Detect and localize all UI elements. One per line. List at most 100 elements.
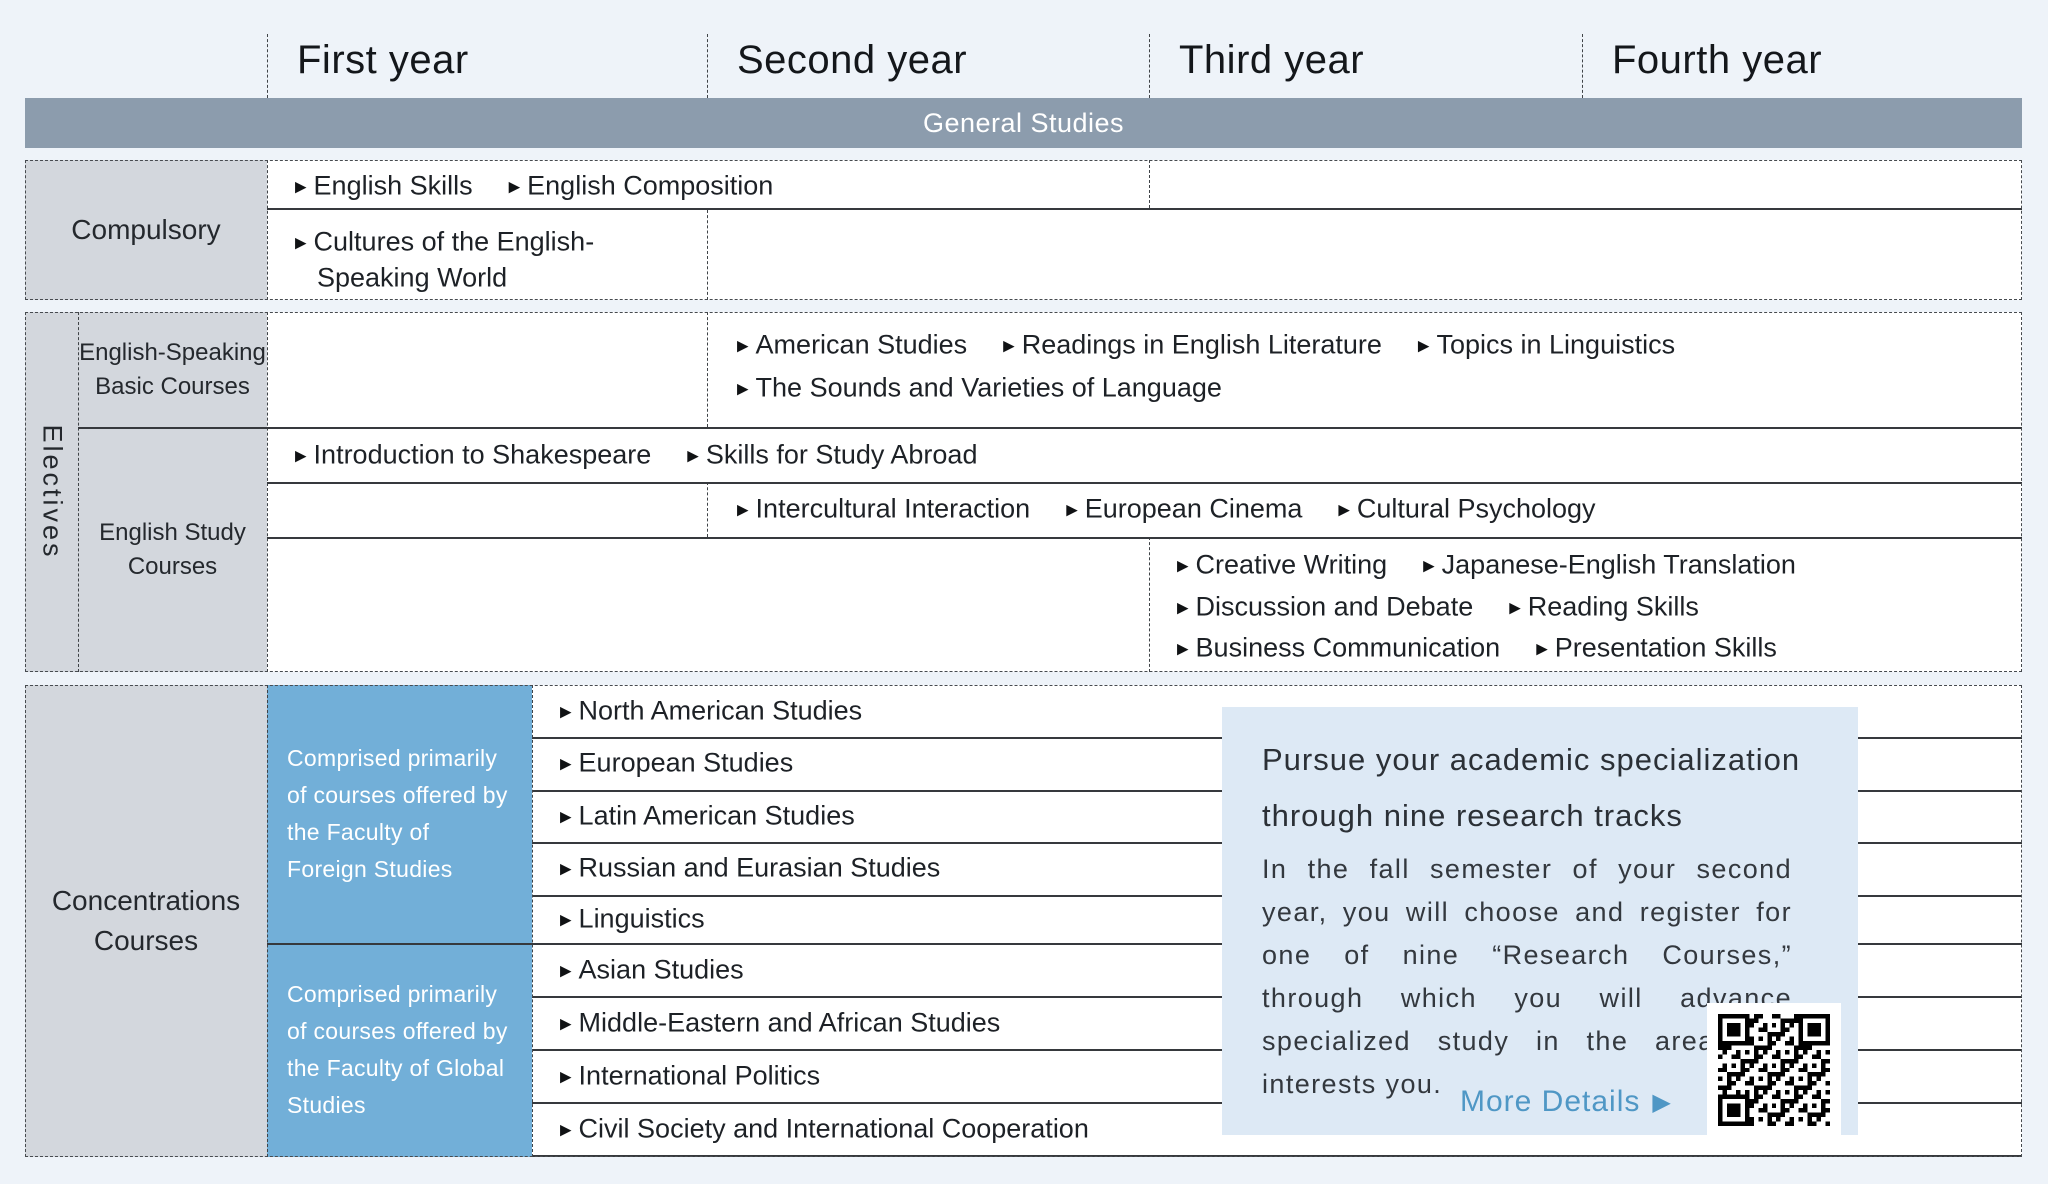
course-label: Japanese-English Translation [1441,549,1796,580]
course-label: English Composition [527,170,774,201]
year3-divider-segment [1149,160,1150,208]
course-label: The Sounds and Varieties of Language [755,372,1222,403]
triangle-bullet-icon: ▶ [560,1068,572,1086]
course-label: Speaking World [317,262,508,293]
year2-divider-segment [707,210,708,300]
course-label: Cultural Psychology [1356,493,1596,524]
year-label-second: Second year [737,38,968,82]
course-label: Discussion and Debate [1195,591,1474,622]
electives-label: Electives [37,424,68,559]
concentration-item: ▶ International Politics [560,1061,820,1092]
course-item: ▶ English Skills [295,171,473,202]
compulsory-label-divider [267,160,268,300]
triangle-bullet-icon: ▶ [687,447,699,465]
triangle-bullet-icon: ▶ [1066,501,1078,519]
course-label: Civil Society and International Cooperat… [578,1113,1089,1144]
basic-courses-label-line1: English-Speaking [79,338,266,366]
course-item: ▶ Introduction to Shakespeare [295,440,651,471]
triangle-bullet-icon: ▶ [295,234,307,252]
faculty-global-note-cell: Comprised primarily of courses offered b… [267,943,532,1157]
course-label: International Politics [578,1060,821,1091]
course-item: ▶ Cultures of the English- [295,227,594,258]
general-studies-label: General Studies [922,107,1125,138]
row-separator [267,482,2022,484]
course-item: ▶ The Sounds and Varieties of Language [737,373,1222,404]
year3-divider-segment [1149,537,1150,672]
faculty-foreign-note: Comprised primarily of courses offered b… [287,745,508,882]
triangle-bullet-icon: ▶ [1177,599,1189,617]
triangle-bullet-icon: ▶ [737,337,749,355]
faculty-foreign-note-cell: Comprised primarily of courses offered b… [267,685,532,943]
concentrations-label: Concentrations Courses [25,685,267,1157]
triangle-bullet-icon: ▶ [1509,599,1521,617]
triangle-bullet-icon: ▶ [560,703,572,721]
year2-divider-segment [707,482,708,537]
compulsory-label-text: Compulsory [71,214,221,245]
concentration-item: ▶ North American Studies [560,696,862,727]
concentration-item: ▶ Asian Studies [560,955,744,986]
compulsory-label: Compulsory [25,160,267,300]
triangle-bullet-icon: ▶ [1003,337,1015,355]
qr-code [1707,1003,1841,1137]
course-item: ▶ English Composition [509,171,774,202]
year-divider-line [707,34,708,98]
triangle-bullet-icon: ▶ [1536,640,1548,658]
electives-label-divider [267,312,268,672]
course-item: ▶ Discussion and Debate [1177,592,1473,623]
triangle-bullet-icon: ▶ [560,911,572,929]
triangle-bullet-icon: ▶ [560,860,572,878]
row-separator [267,208,2022,210]
row-separator [267,537,2022,539]
triangle-bullet-icon: ▶ [295,447,307,465]
concentrations-label-divider [267,685,268,1157]
concentrations-label-line2: Courses [93,925,199,956]
course-label: Asian Studies [578,954,744,985]
course-label: English Skills [313,170,473,201]
triangle-bullet-icon: ▶ [508,178,521,196]
year-label-first: First year [297,38,469,82]
course-label: Linguistics [578,903,705,934]
course-label: Russian and Eurasian Studies [578,852,941,883]
triangle-bullet-icon: ▶ [295,178,307,196]
year-label-fourth: Fourth year [1612,38,1823,82]
course-item: ▶ European Cinema [1066,494,1302,525]
concentrations-label-cell [25,685,267,1157]
year-label-third: Third year [1179,38,1365,82]
triangle-bullet-icon: ▶ [560,755,572,773]
triangle-bullet-icon: ▶ [1338,501,1350,519]
triangle-bullet-icon: ▶ [560,1121,572,1139]
compulsory-label-cell [25,160,267,300]
more-details-label: More Details [1460,1085,1641,1118]
course-item: ▶ Business Communication [1177,633,1500,664]
concentration-item: ▶ Russian and Eurasian Studies [560,853,940,884]
electives-label-area [25,312,267,672]
electives-course-area [267,312,2022,672]
triangle-bullet-icon: ▶ [560,808,572,826]
year-divider-line [1149,34,1150,98]
course-item: ▶ American Studies [737,330,967,361]
course-label: Intercultural Interaction [755,493,1031,524]
course-item: ▶ Creative Writing [1177,550,1387,581]
electives-label-text: Electives [37,424,68,560]
course-label: Business Communication [1195,632,1501,663]
callout-body: In the fall semester of your second year… [1262,854,1792,1099]
triangle-bullet-icon: ▶ [1177,557,1189,575]
triangle-bullet-icon: ▶ [1417,337,1430,355]
concentration-item: ▶ European Studies [560,748,793,779]
course-label: Readings in English Literature [1021,329,1382,360]
more-details-link[interactable]: More Details ▶ [1460,1085,1672,1119]
concentration-item: ▶ Latin American Studies [560,801,855,832]
row-separator [78,427,2022,429]
year-divider-line [1582,34,1583,98]
compulsory-course-area [267,160,2022,300]
basic-courses-label-line2: Basic Courses [95,372,250,400]
course-item: ▶ Presentation Skills [1536,633,1777,664]
electives-inner-divider [78,312,79,672]
course-label: North American Studies [578,695,863,726]
course-item: ▶ Topics in Linguistics [1418,330,1675,361]
course-item: ▶ Reading Skills [1509,592,1699,623]
faculty-global-note: Comprised primarily of courses offered b… [287,981,508,1118]
callout-title-line2: through nine research tracks [1262,798,1683,833]
course-label: Middle-Eastern and African Studies [578,1007,1001,1038]
